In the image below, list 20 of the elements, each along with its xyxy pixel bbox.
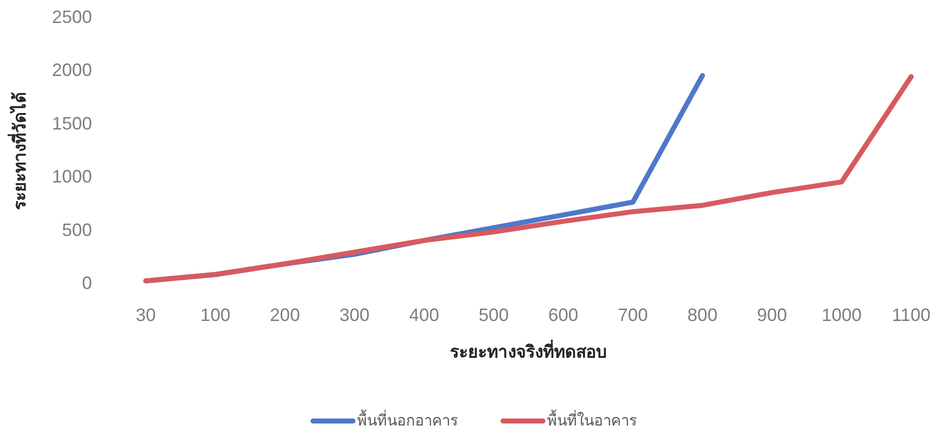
x-tick-label: 100 (200, 305, 230, 325)
x-tick-label: 800 (687, 305, 718, 325)
x-tick-label: 1000 (822, 305, 862, 325)
x-tick-label: 900 (757, 305, 788, 325)
y-tick-label: 2500 (52, 7, 92, 27)
y-tick-label: 0 (82, 273, 92, 293)
legend-label: พื้นที่ในอาคาร (547, 410, 637, 430)
x-tick-label: 700 (618, 305, 648, 325)
x-tick-label: 400 (409, 305, 440, 325)
x-tick-label: 300 (340, 305, 370, 325)
legend-label: พื้นที่นอกอาคาร (357, 410, 458, 430)
y-tick-label: 1500 (52, 113, 92, 134)
y-tick-label: 500 (62, 220, 92, 240)
x-tick-label: 500 (478, 305, 509, 325)
x-tick-label: 600 (548, 305, 578, 325)
y-tick-label: 2000 (52, 60, 92, 80)
x-tick-label: 1100 (892, 305, 931, 325)
x-tick-label: 30 (136, 305, 156, 325)
x-tick-label: 200 (270, 305, 300, 325)
y-tick-label: 1000 (52, 166, 92, 187)
